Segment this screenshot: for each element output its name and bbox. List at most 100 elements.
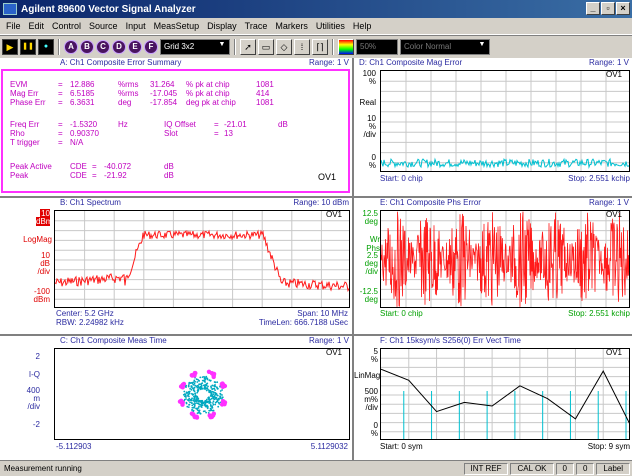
menu-edit[interactable]: Edit — [28, 21, 45, 31]
close-button[interactable]: × — [616, 2, 630, 15]
mag-error-trace — [381, 157, 629, 169]
constellation-point — [195, 385, 198, 388]
vertical-splitter[interactable] — [352, 58, 354, 460]
summary-cell: N/A — [70, 138, 84, 147]
constellation-point — [201, 376, 204, 378]
minimize-button[interactable]: _ — [586, 2, 600, 15]
pane-d-plot[interactable] — [380, 70, 630, 172]
menu-source[interactable]: Source — [89, 21, 118, 31]
menu-markers[interactable]: Markers — [275, 21, 308, 31]
summary-cell: 12.886 — [70, 80, 95, 89]
status-message: Measurement running — [4, 464, 82, 473]
pane-e-scale-val: 2.5 — [366, 251, 378, 260]
constellation-point — [193, 404, 196, 407]
marker-diamond-icon[interactable]: ◇ — [276, 38, 292, 55]
constellation-point — [206, 407, 209, 410]
constellation-point — [211, 388, 214, 391]
menu-utilities[interactable]: Utilities — [315, 21, 345, 31]
constellation-point — [205, 377, 208, 379]
constellation-point — [217, 401, 220, 404]
horizontal-splitter-1[interactable] — [0, 196, 632, 198]
pane-c-plot[interactable] — [54, 348, 350, 440]
constellation-point — [198, 405, 200, 408]
constellation-point — [190, 382, 192, 384]
constellation-point — [214, 403, 217, 406]
pause-button[interactable]: ❚❚ — [20, 38, 36, 55]
menu-meassetup[interactable]: MeasSetup — [153, 21, 200, 31]
constellation-point — [205, 400, 207, 403]
constellation-point — [196, 412, 199, 414]
trace-c-button[interactable]: C — [96, 39, 110, 54]
pane-c-iq-constellation[interactable]: C: Ch1 Composite Meas Time Range: 1 V 2 I… — [0, 336, 352, 460]
constellation-point — [197, 390, 199, 392]
constellation-point — [216, 394, 219, 397]
pane-a-error-summary[interactable]: A: Ch1 Composite Error Summary Range: 1 … — [0, 58, 352, 196]
bracket-marker-icon[interactable]: ⌈⌉ — [312, 38, 328, 55]
pane-b-ytop-unit: dBm — [36, 217, 53, 226]
constellation-point — [180, 385, 185, 390]
pane-b-ymid-unit: dB — [40, 259, 50, 268]
menu-file[interactable]: File — [6, 21, 21, 31]
pointer-tool-icon[interactable]: ➚ — [240, 38, 256, 55]
menu-display[interactable]: Display — [207, 21, 237, 31]
pane-f-ybot-unit: % — [370, 429, 378, 438]
trace-f-button[interactable]: F — [144, 39, 158, 54]
constellation-point — [193, 397, 196, 400]
pane-d-start: Start: 0 chip — [380, 174, 423, 183]
constellation-point — [185, 401, 188, 404]
pane-d-scale-type: Real — [359, 98, 376, 107]
constellation-point — [191, 393, 194, 396]
zoom-select[interactable]: 50% — [356, 38, 398, 55]
pane-e-scale-unit2: /div — [365, 267, 378, 276]
pane-c-xleft: -5.112903 — [56, 442, 92, 451]
constellation-point — [215, 400, 218, 403]
summary-cell: -40.072 — [104, 162, 132, 171]
menu-input[interactable]: Input — [125, 21, 146, 31]
summary-cell: Slot — [164, 129, 178, 138]
menu-trace[interactable]: Trace — [244, 21, 268, 31]
pane-e-phase-error[interactable]: E: Ch1 Composite Phs Error Range: 1 V 12.… — [354, 198, 632, 334]
constellation-point — [217, 405, 220, 408]
pane-f-err-vect-time[interactable]: F: Ch1 15ksym/s S256(0) Err Vect Time 5 … — [354, 336, 632, 460]
constellation-point — [210, 386, 213, 389]
maximize-button[interactable]: ▫ — [601, 2, 615, 15]
constellation-point — [212, 400, 215, 403]
constellation-point — [193, 379, 196, 382]
pane-b-spectrum[interactable]: B: Ch1 Spectrum Range: 10 dBm 10 dBm LogM… — [0, 198, 352, 334]
constellation-point — [192, 381, 195, 383]
constellation-point — [211, 394, 214, 397]
pane-c-ybot: -2 — [32, 420, 40, 429]
summary-cell: Peak — [10, 171, 29, 180]
pane-d-mag-error[interactable]: D: Ch1 Composite Mag Error Range: 1 V 100… — [354, 58, 632, 196]
pane-b-plot[interactable] — [54, 210, 350, 308]
pane-c-ov-indicator: OV1 — [326, 348, 343, 357]
constellation-point — [209, 401, 212, 404]
pane-b-ybot: -100 — [33, 287, 50, 296]
play-button[interactable]: ▶ — [2, 38, 18, 55]
horizontal-splitter-2[interactable] — [0, 334, 632, 336]
single-button[interactable]: ● — [38, 38, 54, 55]
trace-d-button[interactable]: D — [112, 39, 126, 54]
color-scheme-select[interactable]: Color Normal ▼ — [400, 38, 490, 55]
pane-b-timelen: TimeLen: 666.7188 uSec — [258, 318, 348, 327]
spectrum-trace — [55, 229, 349, 293]
summary-cell: %rms — [118, 80, 139, 89]
constellation-point — [183, 398, 186, 401]
constellation-point — [190, 386, 193, 388]
trace-b-button[interactable]: B — [80, 39, 94, 54]
pane-e-plot[interactable] — [380, 210, 630, 308]
constellation-point — [213, 387, 216, 390]
menu-control[interactable]: Control — [52, 21, 82, 31]
constellation-point — [211, 407, 214, 409]
trace-e-button[interactable]: E — [128, 39, 142, 54]
constellation-point — [212, 384, 214, 387]
trace-a-button[interactable]: A — [64, 39, 78, 54]
cal-ok-indicator: CAL OK — [510, 462, 554, 475]
color-palette-icon[interactable] — [338, 38, 354, 55]
band-marker-icon[interactable]: ⁞ — [294, 38, 310, 55]
menu-help[interactable]: Help — [352, 21, 372, 31]
pane-b-title: B: Ch1 Spectrum — [60, 198, 121, 207]
layout-select[interactable]: Grid 3x2 ▼ — [160, 38, 230, 55]
pane-f-plot[interactable] — [380, 348, 630, 440]
zoom-box-icon[interactable]: ▭ — [258, 38, 274, 55]
